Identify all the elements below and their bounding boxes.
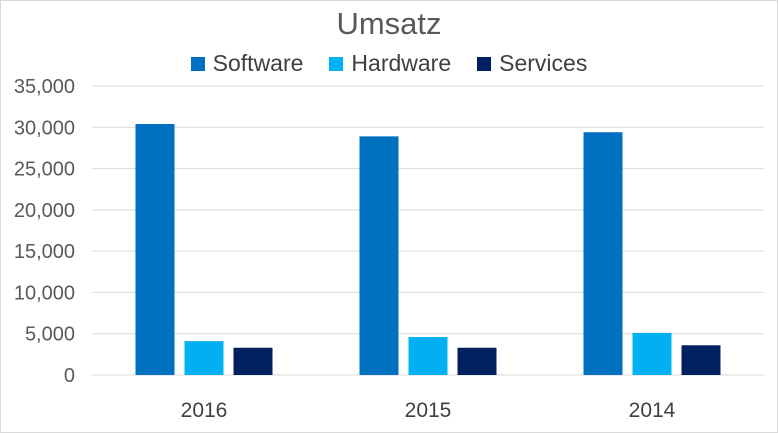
y-tick-label: 20,000: [14, 200, 75, 222]
bar-hardware-2016: [184, 341, 224, 375]
y-tick-label: 5,000: [25, 324, 75, 346]
bar-software-2015: [359, 136, 399, 375]
chart-title: Umsatz: [336, 6, 442, 41]
bar-software-2016: [135, 123, 175, 376]
bar-hardware-2014: [632, 332, 672, 375]
bar-software-2014: [583, 132, 623, 375]
bar-services-2015: [457, 347, 497, 375]
bar-hardware-2015: [408, 337, 448, 375]
y-tick-label: 25,000: [14, 159, 75, 181]
chart-legend: Software Hardware Services: [0, 50, 778, 77]
y-tick-label: 10,000: [14, 282, 75, 304]
legend-item-hardware: Hardware: [329, 50, 451, 77]
x-category-label: 2015: [405, 399, 452, 422]
legend-swatch-services: [477, 56, 492, 71]
y-tick-label: 15,000: [14, 241, 75, 263]
legend-item-software: Software: [190, 50, 304, 77]
x-category-label: 2016: [181, 399, 228, 422]
legend-label-software: Software: [212, 50, 304, 76]
bar-services-2016: [233, 347, 273, 375]
x-category-label: 2014: [629, 399, 676, 422]
y-tick-label: 35,000: [14, 76, 75, 98]
y-tick-label: 30,000: [14, 117, 75, 139]
legend-item-services: Services: [477, 50, 587, 77]
legend-label-services: Services: [499, 50, 588, 76]
bar-services-2014: [681, 345, 721, 375]
y-tick-label: 0: [64, 365, 75, 387]
legend-swatch-hardware: [329, 56, 344, 71]
legend-label-hardware: Hardware: [351, 50, 452, 76]
legend-swatch-software: [190, 56, 205, 71]
